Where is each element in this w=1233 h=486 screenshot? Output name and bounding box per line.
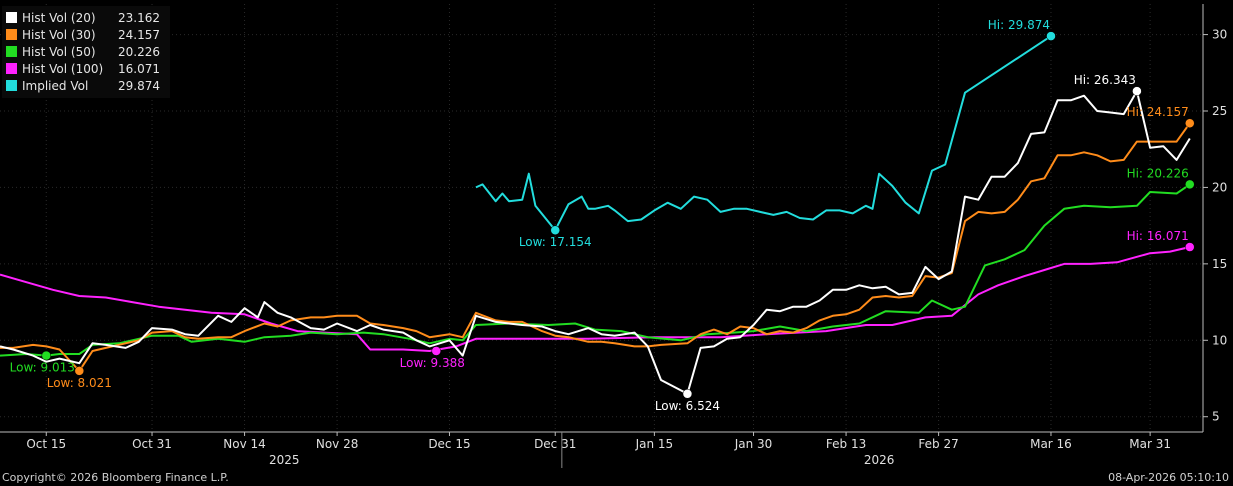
extreme-label: Hi: 16.071 bbox=[1127, 229, 1189, 243]
extreme-marker bbox=[41, 350, 52, 361]
x-tick-label: Mar 31 bbox=[1129, 437, 1171, 451]
y-tick-label: 10 bbox=[1212, 333, 1227, 347]
extreme-label: Low: 9.388 bbox=[400, 356, 465, 370]
timestamp-text: 08-Apr-2026 05:10:10 bbox=[1108, 471, 1229, 484]
legend-series-name: Implied Vol bbox=[22, 78, 89, 93]
x-tick-label: Jan 15 bbox=[635, 437, 674, 451]
x-tick-label: Oct 31 bbox=[132, 437, 172, 451]
legend-entry: Hist Vol (50) 20.226 bbox=[6, 43, 166, 60]
x-tick-label: Jan 30 bbox=[734, 437, 773, 451]
series-line bbox=[0, 90, 1191, 395]
legend-series-value: 24.157 bbox=[118, 27, 160, 42]
legend-series-name: Hist Vol (100) bbox=[22, 61, 104, 76]
legend-swatch bbox=[6, 12, 17, 23]
extreme-marker bbox=[550, 225, 560, 235]
series-line bbox=[0, 122, 1191, 372]
legend-entry: Hist Vol (30) 24.157 bbox=[6, 26, 166, 43]
y-tick-label: 25 bbox=[1212, 104, 1227, 118]
extreme-marker bbox=[431, 346, 442, 356]
x-tick-label: Feb 27 bbox=[918, 437, 958, 451]
y-tick-label: 5 bbox=[1212, 410, 1220, 424]
x-tick-label: Mar 16 bbox=[1030, 437, 1072, 451]
legend-entry: Hist Vol (100) 16.071 bbox=[6, 60, 166, 77]
series-line bbox=[0, 183, 1191, 357]
extreme-marker bbox=[1185, 242, 1195, 252]
extreme-marker bbox=[1185, 118, 1195, 128]
x-tick-label: Nov 28 bbox=[316, 437, 359, 451]
legend-entry: Implied Vol 29.874 bbox=[6, 77, 166, 94]
legend-swatch bbox=[6, 29, 17, 40]
extreme-label: Low: 17.154 bbox=[519, 235, 592, 249]
legend-series-name: Hist Vol (50) bbox=[22, 44, 96, 59]
legend-series-name: Hist Vol (20) bbox=[22, 10, 96, 25]
extreme-label: Low: 8.021 bbox=[47, 376, 112, 390]
legend-swatch bbox=[6, 46, 17, 57]
y-tick-label: 15 bbox=[1212, 257, 1227, 271]
extreme-marker bbox=[1132, 86, 1142, 96]
y-tick-label: 20 bbox=[1212, 180, 1227, 194]
x-tick-label: Dec 31 bbox=[534, 437, 576, 451]
legend-series-value: 16.071 bbox=[118, 61, 160, 76]
year-label: 2026 bbox=[864, 453, 895, 467]
year-label: 2025 bbox=[269, 453, 300, 467]
series-line bbox=[475, 35, 1052, 232]
extreme-label: Hi: 29.874 bbox=[988, 18, 1050, 32]
legend-swatch bbox=[6, 80, 17, 91]
legend-series-value: 29.874 bbox=[118, 78, 160, 93]
extreme-marker bbox=[1185, 179, 1195, 190]
extreme-label: Hi: 24.157 bbox=[1127, 105, 1189, 119]
series-line bbox=[0, 246, 1191, 352]
legend-series-value: 23.162 bbox=[118, 10, 160, 25]
x-tick-label: Feb 13 bbox=[826, 437, 866, 451]
chart-grid bbox=[0, 4, 1203, 432]
extreme-marker bbox=[682, 389, 693, 399]
x-tick-label: Oct 15 bbox=[26, 437, 66, 451]
chart-series bbox=[0, 35, 1191, 395]
extreme-marker bbox=[1046, 31, 1056, 41]
x-tick-label: Nov 14 bbox=[223, 437, 266, 451]
extreme-marker bbox=[74, 366, 85, 376]
legend-entry: Hist Vol (20) 23.162 bbox=[6, 9, 166, 26]
legend-swatch bbox=[6, 63, 17, 74]
copyright-text: Copyright© 2026 Bloomberg Finance L.P. bbox=[2, 471, 229, 484]
legend-series-name: Hist Vol (30) bbox=[22, 27, 96, 42]
legend: Hist Vol (20) 23.162 Hist Vol (30) 24.157 Hi… bbox=[2, 6, 170, 98]
extreme-label: Hi: 26.343 bbox=[1074, 73, 1136, 87]
extreme-label: Low: 6.524 bbox=[655, 399, 720, 413]
extreme-label: Low: 9.013 bbox=[10, 361, 75, 375]
legend-series-value: 20.226 bbox=[118, 44, 160, 59]
y-tick-label: 30 bbox=[1212, 28, 1227, 42]
x-tick-label: Dec 15 bbox=[428, 437, 470, 451]
extreme-label: Hi: 20.226 bbox=[1127, 166, 1189, 180]
